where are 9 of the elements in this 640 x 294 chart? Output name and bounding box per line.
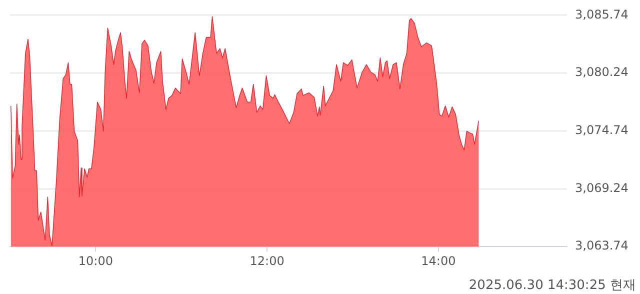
x-tick-label: 12:00	[250, 254, 284, 268]
y-tick-label: 3,074.74	[575, 123, 628, 138]
y-tick-label: 3,063.74	[575, 238, 628, 253]
y-tick-label: 3,080.24	[575, 65, 628, 80]
y-tick-label: 3,069.24	[575, 180, 628, 195]
x-tick-label: 10:00	[78, 254, 113, 268]
x-tick-label: 14:00	[421, 254, 456, 268]
y-tick-label: 3,085.74	[575, 7, 628, 22]
text: 2025.06.30 14:30:25 현재	[468, 278, 636, 293]
